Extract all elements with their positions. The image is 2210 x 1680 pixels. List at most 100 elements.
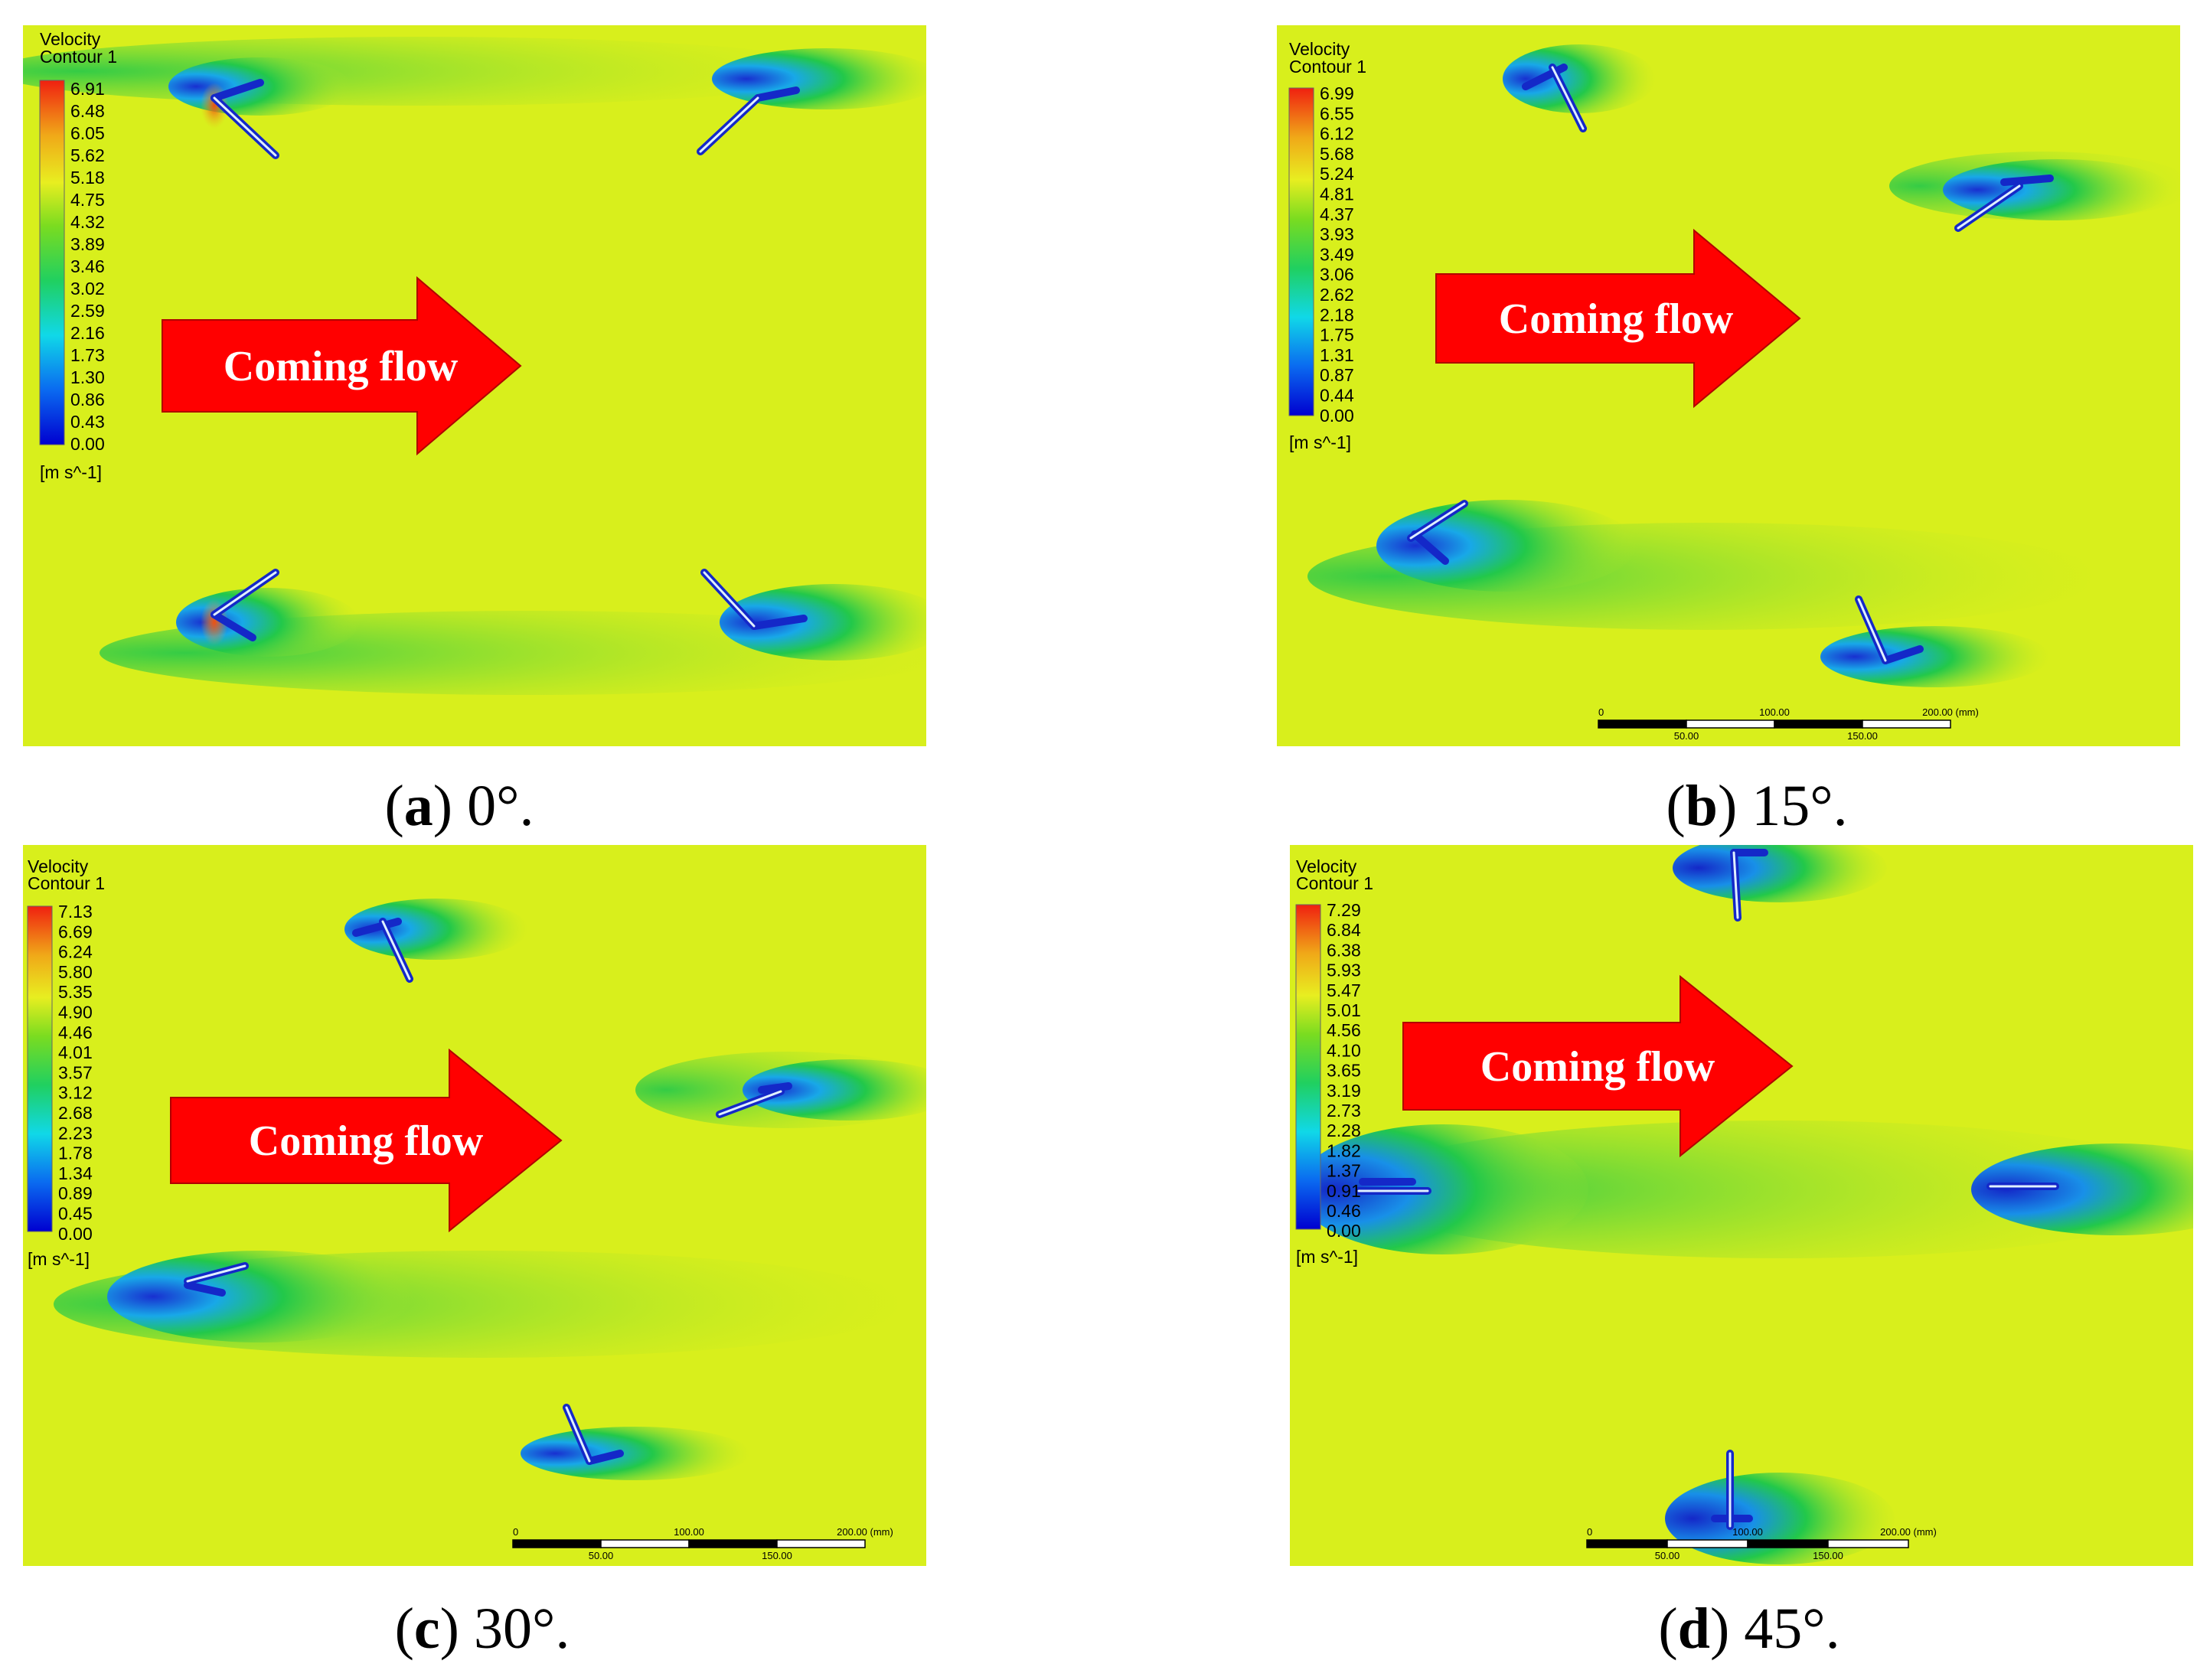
legend-tick-label: 3.19 (1327, 1081, 1361, 1101)
legend-tick-label: 4.90 (58, 1003, 93, 1023)
legend-tick-label: 3.12 (58, 1083, 93, 1103)
color-bar (1295, 904, 1321, 1230)
arrow-label: Coming flow (1480, 1043, 1715, 1091)
legend-tick-label: 2.18 (1320, 305, 1354, 325)
panel-d: Velocity Contour 1 7.29 6.84 6.38 5.93 5.47 5… (1290, 845, 2193, 1566)
legend-tick-label: 0.87 (1320, 365, 1354, 385)
legend-tick-label: 3.57 (58, 1062, 93, 1082)
legend-tick-label: 2.68 (58, 1103, 93, 1123)
legend-tick-label: 2.62 (1320, 285, 1354, 305)
legend-tick-label: 1.75 (1320, 325, 1354, 345)
legend-tick-label: 3.46 (70, 256, 105, 276)
legend-tick-label: 3.93 (1320, 224, 1354, 244)
legend-tick-label: 0.45 (58, 1204, 93, 1224)
legend-tick-label: 6.84 (1327, 920, 1361, 940)
legend-tick-label: 1.73 (70, 345, 105, 365)
legend-tick-label: 5.18 (70, 168, 105, 188)
legend-tick-label: 4.81 (1320, 184, 1354, 204)
legend-title-line2: Contour 1 (1296, 873, 1373, 893)
contour-plot-a: Velocity Contour 1 6.916.486.055.625.184… (23, 25, 926, 746)
legend-unit: [m s^-1] (1296, 1247, 1358, 1267)
scale-bar-segment (1862, 719, 1951, 729)
legend-tick-label: 5.35 (58, 982, 93, 1002)
legend-tick-label: 3.02 (70, 279, 105, 298)
legend-tick-label: 1.78 (58, 1143, 93, 1163)
legend-tick-label: 0.44 (1320, 386, 1354, 406)
contour-plot-c: Velocity Contour 1 7.136.696.245.805.354… (23, 845, 926, 1566)
legend-tick-label: 4.01 (58, 1042, 93, 1062)
legend-tick-label: 4.56 (1327, 1020, 1361, 1040)
caption-d: (d) 45°. (1658, 1597, 1840, 1661)
panel-a: Velocity Contour 1 6.91 6.48 6.05 5.62 5.18 4… (23, 25, 926, 746)
legend-tick-label: 2.28 (1327, 1121, 1361, 1140)
scale-bar: 0 100.00 200.00 (mm) 50.00 150.00 (1598, 706, 1979, 742)
scale-bar-label: 0 (1587, 1526, 1592, 1538)
scale-bar-label: 150.00 (1813, 1550, 1843, 1561)
arrow-label: Coming flow (1499, 295, 1734, 343)
scale-bar-label: 0 (1598, 706, 1604, 718)
caption-text: 0°. (452, 774, 534, 838)
scale-bar-label: 50.00 (1674, 730, 1699, 742)
scale-bar-label: 100.00 (1759, 706, 1790, 718)
legend-unit: [m s^-1] (40, 462, 102, 482)
legend-tick-label: 2.16 (70, 323, 105, 343)
caption-c: (c) 30°. (394, 1597, 570, 1661)
legend-tick-label: 0.43 (70, 412, 105, 432)
legend-tick-label: 0.91 (1327, 1181, 1361, 1201)
legend-tick-label: 6.48 (70, 101, 105, 121)
legend-tick-label: 5.47 (1327, 980, 1361, 1000)
legend-tick-label: 6.99 (1320, 83, 1354, 103)
scale-bar-segment (776, 1539, 866, 1548)
scale-bar-label: 50.00 (589, 1550, 614, 1561)
scale-bar-segment (1598, 719, 1687, 729)
caption-letter: c (413, 1597, 440, 1661)
legend-unit: [m s^-1] (28, 1249, 90, 1269)
caption-text: 45°. (1729, 1597, 1840, 1661)
scale-bar-label: 0 (513, 1526, 518, 1538)
legend-tick-label: 6.38 (1327, 940, 1361, 960)
flow-arrow (1435, 228, 1801, 409)
scale-bar: 0 100.00 200.00 (mm) 50.00 150.00 (512, 1526, 893, 1561)
arrow-label: Coming flow (224, 343, 459, 390)
color-bar (39, 80, 65, 445)
legend-tick-label: 0.46 (1327, 1201, 1361, 1221)
scale-bar-label: 150.00 (1847, 730, 1878, 742)
scale-bar-segment (1586, 1539, 1668, 1548)
caption-letter: a (403, 774, 433, 838)
scale-bar-label: 100.00 (674, 1526, 704, 1538)
scale-bar-label: 200.00 (mm) (1922, 706, 1979, 718)
caption-letter: b (1685, 774, 1718, 838)
arrow-label: Coming flow (249, 1117, 484, 1165)
scale-bar-label: 200.00 (mm) (1880, 1526, 1937, 1538)
legend-tick-label: 5.01 (1327, 1000, 1361, 1020)
legend-tick-label: 1.34 (58, 1163, 93, 1183)
scale-bar-label: 150.00 (762, 1550, 792, 1561)
legend-tick-label: 0.89 (58, 1183, 93, 1203)
legend-tick-label: 6.05 (70, 123, 105, 143)
scale-bar-segment (600, 1539, 690, 1548)
legend-tick-label: 1.37 (1327, 1161, 1361, 1181)
legend-title-line2: Contour 1 (40, 47, 117, 67)
flow-arrow (1402, 974, 1794, 1158)
legend-tick-label: 5.68 (1320, 144, 1354, 164)
panel-c: Velocity Contour 1 7.13 6.69 6.24 5.80 5.35 4… (23, 845, 926, 1566)
scale-bar-label: 200.00 (mm) (837, 1526, 893, 1538)
legend-tick-label: 6.24 (58, 942, 93, 962)
legend-tick-label: 0.00 (70, 434, 105, 454)
legend-tick-label: 5.24 (1320, 164, 1354, 184)
scale-bar-segment (512, 1539, 602, 1548)
legend-tick-label: 5.62 (70, 145, 105, 165)
legend-tick-label: 5.80 (58, 962, 93, 982)
scale-bar-segment (1827, 1539, 1909, 1548)
legend-title-line1: Velocity (40, 29, 101, 49)
legend-tick-label: 4.46 (58, 1023, 93, 1042)
legend-tick-label: 7.13 (58, 902, 93, 922)
legend-tick-label: 6.91 (70, 79, 105, 99)
scale-bar-label: 50.00 (1655, 1550, 1680, 1561)
legend-tick-label: 3.49 (1320, 244, 1354, 264)
contour-plot-b: Velocity Contour 1 6.996.556.125.685.244… (1277, 25, 2180, 746)
scale-bar-segment (688, 1539, 778, 1548)
caption-letter: d (1677, 1597, 1710, 1661)
color-bar (1288, 87, 1314, 416)
legend-tick-label: 6.12 (1320, 124, 1354, 144)
